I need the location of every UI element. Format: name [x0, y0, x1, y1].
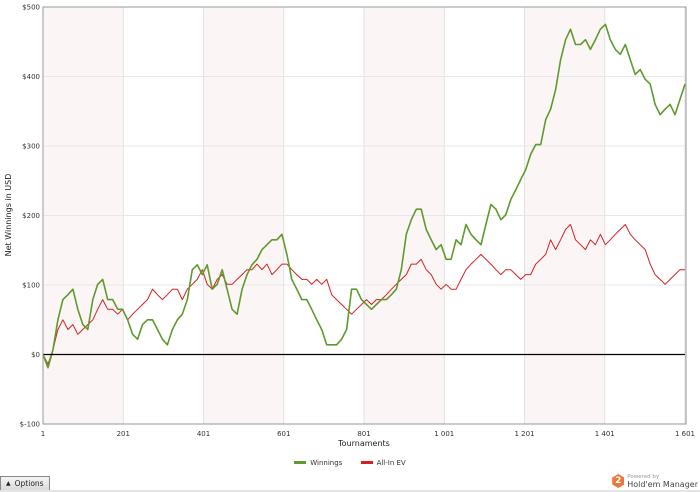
x-tick-label: 401	[197, 430, 210, 438]
x-tick-label: 801	[357, 430, 370, 438]
bottom-bar	[0, 490, 700, 492]
legend-swatch	[360, 461, 373, 464]
options-label: Options	[14, 479, 44, 488]
plot-frame	[42, 6, 687, 425]
x-tick-label: 1 601	[675, 430, 695, 438]
series-lines	[42, 23, 686, 369]
x-tick-label: 1	[41, 430, 45, 438]
hexagon-logo-icon: 2	[612, 474, 625, 488]
x-tick-label: 201	[117, 430, 130, 438]
legend-label: Winnings	[310, 458, 343, 467]
y-tick-label: $400	[22, 73, 40, 81]
x-tick-label: 1 401	[595, 430, 615, 438]
x-tick-labels: 1 201 401 601 801 1 001 1 201 1 401 1 601	[41, 430, 695, 438]
x-axis-title: Tournaments	[337, 439, 390, 448]
y-tick-label: $300	[22, 143, 40, 151]
x-tick-label: 601	[277, 430, 290, 438]
legend-label: All-In EV	[376, 458, 406, 467]
series-line-winnings	[42, 23, 686, 369]
legend-item-winnings[interactable]: Winnings	[294, 459, 342, 467]
logo-powered-by: Powered by	[627, 474, 660, 480]
x-tick-label: 1 201	[514, 430, 534, 438]
x-tick-label: 1 001	[434, 430, 454, 438]
y-tick-label: $-100	[20, 421, 40, 429]
y-tick-label: $100	[22, 282, 40, 290]
holdem-manager-logo: 2 Powered by Hold'em Manager	[612, 473, 698, 489]
chart: $500 $400 $300 $200 $100 $0 $-100 1 201 401 601 80…	[4, 4, 695, 449]
legend: Winnings All-In EV	[0, 458, 700, 467]
logo-brand: Hold'em Manager	[627, 480, 698, 489]
y-tick-label: $0	[31, 351, 40, 359]
legend-swatch	[294, 461, 307, 464]
y-tick-label: $200	[22, 212, 40, 220]
legend-item-all-in-ev[interactable]: All-In EV	[360, 458, 406, 467]
y-axis-title: Net Winnings in USD	[4, 174, 13, 257]
y-tick-labels: $500 $400 $300 $200 $100 $0 $-100	[20, 4, 40, 429]
y-tick-label: $500	[22, 4, 40, 12]
triangle-up-icon: ▲	[6, 480, 11, 487]
